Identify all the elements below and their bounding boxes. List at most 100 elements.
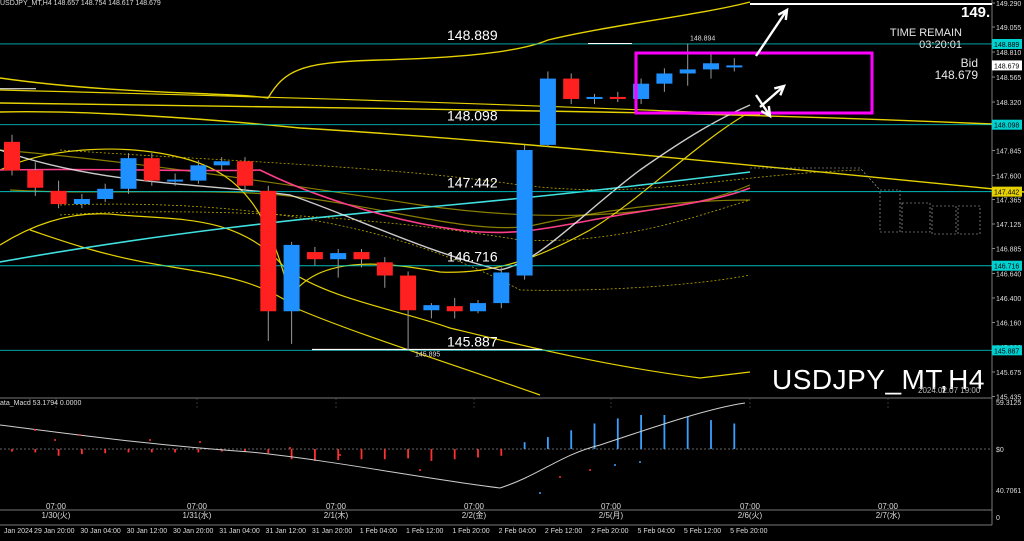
band-curve-4 xyxy=(0,111,751,300)
ma-white-line xyxy=(0,104,751,271)
ma-cyan-line xyxy=(0,171,751,263)
arrow-up-short-head xyxy=(774,84,786,96)
band-curve-0 xyxy=(0,1,751,99)
watermark-date: 2024.02.07 19:00 xyxy=(918,386,981,395)
price-tick-label: 147.125 xyxy=(996,222,1021,229)
level-label-3: 146.716 xyxy=(447,249,498,265)
bottom-time-label: 1 Feb 04:00 xyxy=(360,528,397,535)
highlight-box xyxy=(634,51,874,115)
date-label: 2/2(金) xyxy=(462,510,487,520)
price-cut-label: 149. xyxy=(961,4,991,21)
price-tick-label: 148.810 xyxy=(996,50,1021,57)
time-label: 07:00 xyxy=(878,502,899,511)
time-label: 07:00 xyxy=(601,502,622,511)
cloud-box-0 xyxy=(879,189,901,233)
band-curve-2 xyxy=(0,102,993,125)
band-curve-1 xyxy=(0,110,1024,193)
candle-body xyxy=(260,190,277,312)
bottom-time-label: 30 Jan 20:00 xyxy=(173,528,214,535)
price-badge-label: 146.716 xyxy=(994,264,1019,271)
candle-body xyxy=(4,141,20,171)
bid-label: Bid xyxy=(960,56,978,70)
bottom-time-label: 31 Jan 12:00 xyxy=(266,528,307,535)
macd-dot xyxy=(289,447,291,449)
bid-value: 148.679 xyxy=(934,68,978,82)
price-tick-label: 149.055 xyxy=(996,25,1021,32)
price-tick-label: 147.600 xyxy=(996,174,1021,181)
macd-tick-label: 0 xyxy=(996,515,1000,522)
high-annotation: 148.894 xyxy=(690,35,715,42)
price-badge xyxy=(992,345,1022,356)
date-label: 1/30(火) xyxy=(42,511,71,520)
symbol-watermark: USDJPY_MT,H4 xyxy=(772,364,985,395)
bottom-time-label: 5 Feb 04:00 xyxy=(638,528,675,535)
level-label-0: 148.889 xyxy=(447,27,498,43)
date-label: 2/6(火) xyxy=(738,511,763,520)
candle-body xyxy=(213,161,230,166)
time-remain-value: 03:20:01 xyxy=(919,39,962,51)
bottom-time-label: 5 Feb 20:00 xyxy=(730,528,767,535)
bottom-time-label: 31 Jan 04:00 xyxy=(219,528,260,535)
bottom-time-label: 5 Feb 12:00 xyxy=(684,528,721,535)
bottom-time-label: 2 Feb 12:00 xyxy=(545,528,582,535)
candle-body xyxy=(73,199,90,205)
macd-dot xyxy=(339,454,341,456)
candle-body xyxy=(470,303,486,312)
price-badge-label: 147.442 xyxy=(994,190,1019,197)
arrow-down-short-head xyxy=(760,105,772,119)
candle-body xyxy=(446,306,463,312)
price-badge xyxy=(992,260,1022,271)
price-badge xyxy=(992,60,1022,71)
date-label: 2/7(水) xyxy=(876,510,901,520)
dotted-envelope-1 xyxy=(59,203,751,291)
time-label: 07:00 xyxy=(187,502,208,511)
price-tick-label: 148.320 xyxy=(996,100,1021,107)
bottom-time-label: 31 Jan 20:00 xyxy=(312,528,353,535)
price-tick-label: 146.160 xyxy=(996,320,1021,327)
candle-body xyxy=(353,252,370,260)
candle-body xyxy=(609,96,626,99)
cloud-box-3 xyxy=(957,205,981,235)
date-label: 1/31(水) xyxy=(183,510,212,520)
candle-body xyxy=(703,63,719,70)
candle-body xyxy=(97,188,114,199)
cloud-box-2 xyxy=(931,205,957,235)
candle-body xyxy=(679,69,696,74)
candle-body xyxy=(120,158,137,189)
cloud-box-1 xyxy=(901,202,931,233)
level-label-1: 148.098 xyxy=(447,108,498,124)
bid-panel: Bid 148.679 xyxy=(935,57,978,81)
macd-dot xyxy=(199,441,201,443)
cloud-edge xyxy=(750,167,881,191)
macd-dot xyxy=(639,461,641,463)
candle-body xyxy=(306,252,323,260)
bottom-time-label: 2 Feb 04:00 xyxy=(499,528,536,535)
bottom-time-label: 30 Jan 12:00 xyxy=(127,528,168,535)
band-curve-6 xyxy=(29,229,541,396)
level-label-4: 145.887 xyxy=(447,333,498,349)
candle-body xyxy=(190,165,207,181)
candle-body xyxy=(283,244,300,312)
macd-title: ata_Macd 53.1794 0.0000 xyxy=(0,400,82,407)
candle-body xyxy=(330,253,347,260)
macd-dot xyxy=(79,434,81,436)
price-badge xyxy=(992,38,1022,49)
macd-tick-label: $0 xyxy=(996,447,1004,454)
price-tick-label: 149.290 xyxy=(996,1,1021,8)
bottom-time-label: 29 Jan 20:00 xyxy=(34,528,75,535)
candle-body xyxy=(539,78,556,145)
bottom-time-label: 2 Feb 20:00 xyxy=(591,528,628,535)
arrow-up-long-head xyxy=(777,7,789,21)
candle-body xyxy=(400,275,417,311)
time-remain-panel: TIME REMAIN 03:20:01 xyxy=(890,27,962,51)
time-label: 07:00 xyxy=(46,502,67,511)
macd-dot xyxy=(539,492,541,494)
candle-body xyxy=(376,262,393,276)
candle-body xyxy=(493,272,510,304)
price-badge-label: 148.679 xyxy=(994,63,1019,70)
date-label: 2/5(月) xyxy=(599,511,624,520)
price-badge-label: 145.887 xyxy=(994,348,1019,355)
price-badge-label: 148.889 xyxy=(994,42,1019,49)
candle-body xyxy=(143,158,160,181)
